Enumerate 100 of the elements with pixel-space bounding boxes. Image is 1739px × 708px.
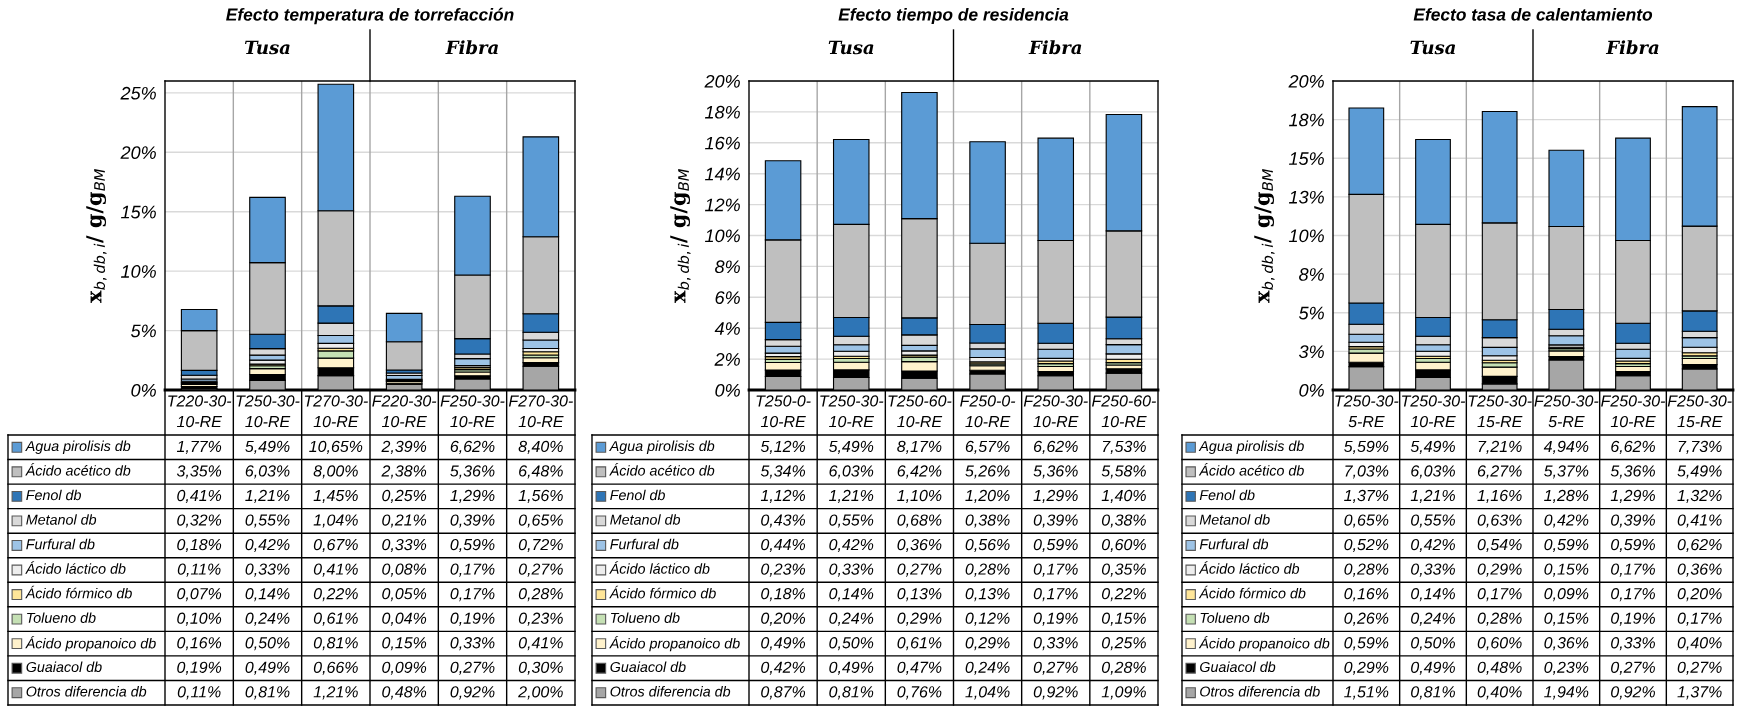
y-tick-label: 10% — [1289, 229, 1324, 243]
data-label: 0,66% — [313, 661, 358, 675]
data-label: 8,00% — [313, 465, 358, 479]
data-label: 0,28% — [1101, 661, 1146, 675]
data-label: 0,29% — [1344, 661, 1389, 675]
data-label: 0,76% — [897, 686, 942, 700]
data-label: 0,55% — [1411, 514, 1455, 528]
legend-label: Ácido láctico db — [609, 561, 710, 574]
data-label: 0,14% — [245, 588, 290, 602]
data-label: 0,60% — [1101, 538, 1146, 553]
data-label: 0,12% — [965, 612, 1010, 626]
x-tick-label: F220-30-10-RE — [372, 395, 437, 428]
data-label: 6,03% — [245, 465, 290, 479]
data-label: 5,36% — [1610, 465, 1655, 479]
legend-label: Ácido láctico db — [1198, 561, 1300, 574]
data-label: 0,15% — [1544, 612, 1589, 626]
data-label: 4,94% — [1543, 440, 1589, 454]
legend-label: Tolueno db — [611, 612, 680, 623]
legend-label: Metanol db — [26, 514, 97, 525]
legend-label: Ácido fórmico db — [25, 585, 132, 599]
legend-label: Furfural db — [26, 538, 95, 550]
data-label: 6,57% — [965, 440, 1010, 454]
data-label: 0,19% — [177, 661, 222, 675]
data-label: 0,07% — [177, 588, 222, 602]
data-label: 0,44% — [761, 538, 806, 553]
x-tick-label: F270-30-10-RE — [508, 395, 573, 428]
x-tick-label: F250-30-10-RE — [1601, 395, 1666, 428]
data-label: 5,49% — [828, 440, 874, 454]
y-tick-label: 20% — [1288, 74, 1324, 88]
chart-title: Efecto tiempo de residencia — [838, 7, 1069, 25]
data-label: 0,14% — [1411, 588, 1455, 602]
data-label: 0,81% — [829, 686, 874, 700]
data-label: 0,59% — [450, 538, 495, 553]
data-label: 8,40% — [518, 440, 563, 454]
data-label: 0,28% — [1477, 612, 1522, 626]
data-label: 0,15% — [382, 637, 427, 651]
y-tick-label: 5% — [130, 324, 156, 338]
legend-label: Ácido láctico db — [25, 561, 126, 574]
y-tick-label: 20% — [704, 74, 740, 88]
data-label: 0,41% — [177, 489, 222, 504]
x-tick-label: T250-30-10-RE — [1402, 395, 1466, 428]
data-label: 1,21% — [1410, 489, 1455, 504]
data-label: 1,94% — [1544, 686, 1589, 700]
legend-label: Ácido fórmico db — [609, 585, 716, 599]
legend-label: Otros diferencia db — [1200, 686, 1320, 697]
y-tick-label: 12% — [705, 198, 740, 212]
text: Fibra — [445, 40, 498, 55]
y-tick-label: 6% — [715, 291, 740, 305]
data-label: 0,65% — [518, 514, 563, 528]
data-label: 2,00% — [518, 686, 563, 700]
data-label: 6,27% — [1477, 465, 1522, 479]
data-label: 0,39% — [1033, 514, 1078, 528]
data-label: 0,47% — [897, 661, 942, 675]
data-label: 0,17% — [1033, 588, 1078, 602]
data-label: 0,59% — [1033, 538, 1078, 553]
data-label: 7,53% — [1102, 440, 1146, 454]
text: Tusa — [828, 40, 874, 55]
data-label: 0,30% — [518, 661, 563, 675]
data-label: 0,11% — [177, 563, 221, 577]
y-tick-label: 25% — [120, 86, 156, 100]
data-label: 0,39% — [450, 514, 495, 528]
data-label: 0,09% — [382, 661, 427, 675]
data-label: 0,16% — [177, 637, 222, 651]
data-label: 0,67% — [313, 538, 358, 553]
data-label: 0,36% — [897, 538, 942, 553]
legend-label: Otros diferencia db — [610, 686, 731, 697]
data-label: 5,34% — [760, 465, 806, 479]
data-label: 1,21% — [829, 489, 874, 504]
data-label: 1,21% — [245, 489, 290, 504]
data-label: 5,49% — [245, 440, 290, 454]
data-label: 0,59% — [1611, 538, 1655, 553]
data-label: 0,33% — [382, 538, 427, 553]
data-label: 10,65% — [309, 440, 363, 454]
data-label: 0,50% — [829, 637, 874, 651]
data-label: 0,63% — [1477, 514, 1522, 528]
data-label: 0,50% — [245, 637, 290, 651]
data-label: 6,48% — [519, 465, 563, 479]
data-label: 0,19% — [1033, 612, 1078, 626]
data-label: 0,49% — [761, 637, 806, 651]
x-tick-label: T250-30-10-RE — [236, 395, 300, 428]
chart-title: Efecto tasa de calentamiento — [1413, 7, 1653, 21]
data-label: 0,17% — [1477, 588, 1522, 602]
data-label: 1,29% — [450, 489, 495, 504]
data-label: 5,37% — [1544, 465, 1589, 479]
data-label: 5,49% — [1677, 465, 1722, 479]
legend-label: Ácido acético db — [25, 463, 131, 476]
y-tick-label: 4% — [714, 322, 740, 335]
data-label: 0,61% — [897, 637, 942, 651]
data-label: 1,32% — [1677, 489, 1722, 504]
data-label: 0,35% — [1101, 563, 1146, 577]
y-tick-label: 0% — [131, 383, 156, 397]
y-axis-title: x$_{b,db,i}$/ g/g$_{BM}$ — [86, 169, 107, 303]
data-label: 0,72% — [518, 538, 563, 553]
legend-label: Otros diferencia db — [26, 686, 147, 697]
legend-label: Fenol db — [610, 489, 665, 501]
data-label: 1,45% — [313, 489, 358, 504]
x-tick-label: F250-0-10-RE — [960, 395, 1016, 428]
data-label: 0,48% — [1477, 661, 1522, 675]
x-tick-label: F250-30-10-RE — [1023, 395, 1088, 428]
legend-label: Ácido acético db — [609, 463, 715, 476]
